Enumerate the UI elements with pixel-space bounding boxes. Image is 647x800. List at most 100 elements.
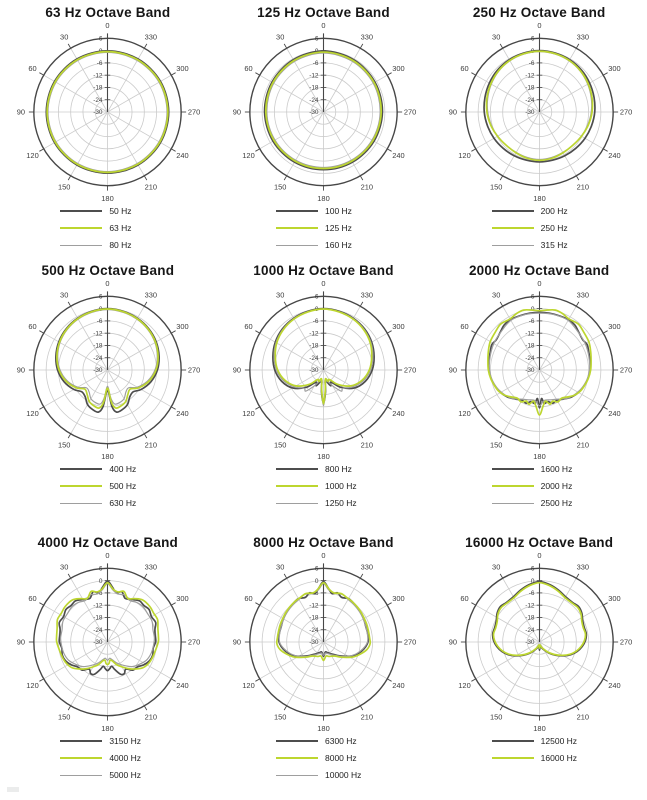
legend-label: 1250 Hz [324, 498, 357, 508]
legend-item: 1250 Hz [275, 497, 371, 509]
legend-line-swatch [491, 485, 534, 487]
radial-tick-label: -18 [525, 343, 535, 350]
radial-tick-label: -18 [525, 615, 535, 622]
angle-label: 90 [233, 107, 241, 116]
legend-label: 2500 Hz [540, 498, 573, 508]
radial-tick-label: -18 [525, 85, 535, 92]
series-curve-200-hz [482, 49, 596, 163]
legend-label: 8000 Hz [324, 753, 357, 763]
legend-line-swatch [60, 468, 103, 470]
angle-label: 120 [27, 409, 39, 418]
angle-label: 0 [537, 279, 541, 288]
angle-label: 300 [177, 64, 189, 73]
angle-label: 30 [276, 562, 284, 571]
radial-tick-label: -30 [94, 639, 104, 646]
legend-item: 200 Hz [491, 205, 587, 217]
angle-label: 210 [361, 182, 373, 191]
radial-tick-label: -30 [525, 109, 535, 116]
octave-band-panel: 16000 Hz Octave Band 6 0 -6 -12 -18 -24 -30 0 30 6… [431, 530, 647, 800]
legend-label: 800 Hz [324, 464, 352, 474]
polar-grid: 60-6-12-18-24-30030609012015018021024027… [17, 279, 201, 461]
radial-tick-label: -24 [309, 627, 319, 634]
polar-chart: 60-6-12-18-24-30030609012015018021024027… [233, 279, 417, 461]
angle-label: 120 [458, 409, 470, 418]
angle-label: 90 [448, 637, 456, 646]
legend-label: 63 Hz [109, 223, 132, 233]
angle-label: 330 [361, 290, 373, 299]
series-curve-1250-hz [273, 308, 374, 407]
legend-item: 80 Hz [60, 239, 155, 251]
angle-label: 150 [490, 712, 502, 721]
radial-tick-label: -6 [528, 318, 534, 325]
polar-grid: 60-6-12-18-24-30030609012015018021024027… [233, 279, 417, 461]
radial-tick-label: -24 [94, 627, 104, 634]
series-curve-2000-hz [486, 308, 592, 416]
angle-label: 90 [448, 365, 456, 374]
radial-tick-label: -18 [94, 615, 104, 622]
angle-label: 300 [608, 322, 620, 331]
series-curve-125-hz [264, 51, 383, 170]
legend-label: 250 Hz [540, 223, 568, 233]
angle-label: 90 [448, 107, 456, 116]
angle-label: 330 [361, 32, 373, 41]
angle-label: 270 [188, 637, 200, 646]
angle-label: 240 [608, 409, 620, 418]
radial-tick-label: -6 [313, 60, 319, 67]
angle-label: 270 [620, 365, 632, 374]
radial-tick-label: -30 [525, 367, 535, 374]
series-curve-63-hz [46, 50, 170, 174]
angle-label: 300 [177, 322, 189, 331]
radial-tick-label: 6 [531, 294, 535, 301]
polar-grid: 60-6-12-18-24-30030609012015018021024027… [448, 21, 632, 203]
angle-label: 180 [317, 724, 329, 733]
angle-label: 270 [188, 365, 200, 374]
legend: 3150 Hz 4000 Hz 5000 Hz [60, 735, 155, 781]
legend-label: 1000 Hz [324, 481, 357, 491]
radial-tick-label: -12 [309, 72, 319, 79]
octave-band-panel: 4000 Hz Octave Band 6 0 -6 -12 -18 -24 -30 0 30 60… [0, 530, 216, 800]
legend-item: 5000 Hz [60, 769, 155, 781]
legend: 100 Hz 125 Hz 160 Hz [275, 205, 371, 251]
angle-label: 0 [106, 551, 110, 560]
polar-chart: 60-6-12-18-24-30030609012015018021024027… [17, 551, 201, 733]
legend-label: 100 Hz [324, 206, 352, 216]
radial-tick-label: 6 [531, 36, 535, 43]
angle-label: 270 [620, 107, 632, 116]
angle-label: 150 [274, 182, 286, 191]
legend-line-swatch [491, 468, 534, 470]
angle-label: 180 [533, 724, 545, 733]
radial-tick-label: -30 [94, 109, 104, 116]
legend-item: 16000 Hz [491, 752, 587, 764]
angle-label: 180 [533, 452, 545, 461]
legend-line-swatch [60, 740, 103, 742]
legend: 1600 Hz 2000 Hz 2500 Hz [491, 463, 587, 509]
legend-item: 500 Hz [60, 480, 155, 492]
angle-label: 300 [177, 594, 189, 603]
angle-label: 210 [576, 712, 588, 721]
radial-tick-label: -18 [309, 343, 319, 350]
angle-label: 300 [392, 594, 404, 603]
legend-item: 1600 Hz [491, 463, 587, 475]
series-curve-250-hz [485, 50, 594, 162]
angle-label: 240 [608, 681, 620, 690]
radial-tick-label: -24 [309, 97, 319, 104]
legend-label: 500 Hz [109, 481, 137, 491]
legend-line-swatch [60, 757, 103, 759]
angle-label: 60 [244, 64, 252, 73]
angle-label: 120 [458, 151, 470, 160]
polar-chart: 60-6-12-18-24-30030609012015018021024027… [17, 279, 201, 461]
angle-label: 150 [58, 712, 70, 721]
legend-label: 6300 Hz [324, 736, 357, 746]
angle-label: 120 [242, 151, 254, 160]
radial-tick-label: -24 [525, 627, 535, 634]
angle-label: 240 [392, 681, 404, 690]
octave-band-panel: 500 Hz Octave Band 6 0 -6 -12 -18 -24 -30 0 30 60 9… [0, 258, 216, 530]
angle-label: 150 [274, 712, 286, 721]
radial-tick-label: 0 [99, 578, 103, 585]
angle-label: 60 [244, 322, 252, 331]
angle-label: 30 [492, 32, 500, 41]
angle-label: 60 [460, 322, 468, 331]
series-curve-2500-hz [488, 312, 590, 407]
legend-line-swatch [491, 740, 534, 742]
